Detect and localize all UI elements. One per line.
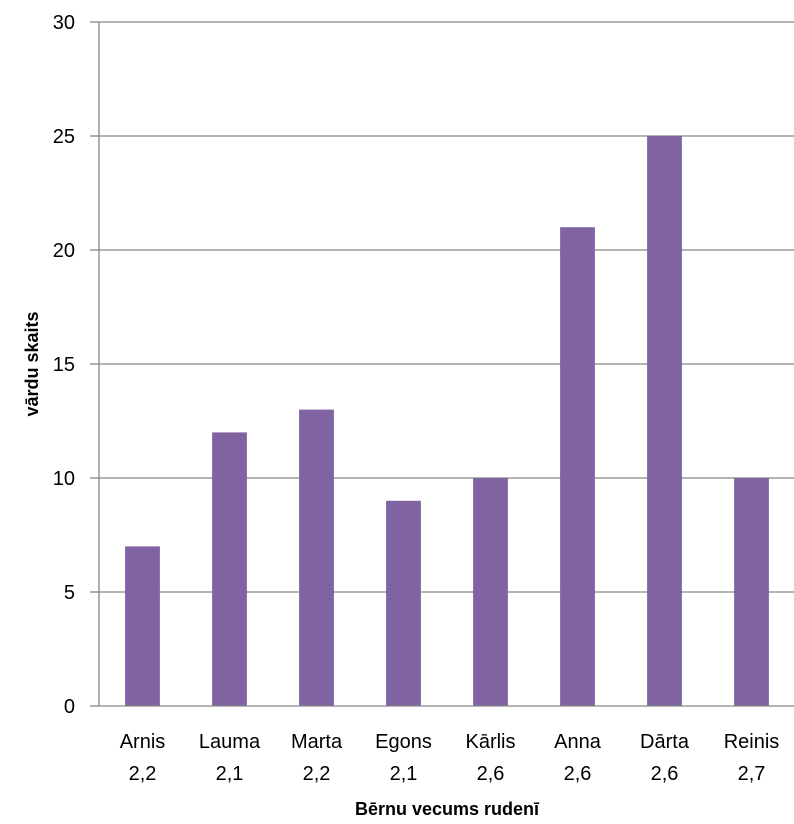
x-axis-title: Bērnu vecums rudenī <box>355 799 540 819</box>
x-tick-label-age: 2,6 <box>651 763 679 785</box>
x-tick-label-age: 2,7 <box>738 763 766 785</box>
x-tick-label-name: Lauma <box>199 731 261 753</box>
x-tick-label-name: Marta <box>291 731 343 753</box>
x-tick-label-age: 2,2 <box>129 763 157 785</box>
x-tick-labels: Arnis 2,2 Lauma 2,1 Marta 2,2 Egons 2,1 Kārlis 2,… <box>120 731 780 785</box>
y-tick-label: 10 <box>53 468 75 490</box>
bar <box>212 432 247 706</box>
x-tick-label-age: 2,6 <box>564 763 592 785</box>
x-tick-label-age: 2,1 <box>390 763 418 785</box>
x-tick-label-age: 2,1 <box>216 763 244 785</box>
bar <box>386 500 421 706</box>
bar <box>560 227 595 706</box>
x-tick-label-age: 2,6 <box>477 763 505 785</box>
x-tick-label-name: Reinis <box>724 731 780 753</box>
x-tick-label-name: Arnis <box>120 731 166 753</box>
bar <box>473 478 508 706</box>
x-tick-label-name: Egons <box>375 731 432 753</box>
x-tick-label-name: Kārlis <box>465 731 515 753</box>
axes <box>98 22 794 707</box>
x-tick-label-age: 2,2 <box>303 763 331 785</box>
bars <box>125 136 769 706</box>
x-tick-label-name: Dārta <box>640 731 690 753</box>
x-tick-label-name: Anna <box>554 731 602 753</box>
y-tick-labels: 0 5 10 15 20 25 30 <box>53 12 75 718</box>
y-tick-label: 30 <box>53 12 75 34</box>
y-tick-label: 0 <box>64 696 75 718</box>
bar <box>734 478 769 706</box>
bar <box>647 136 682 706</box>
gridlines <box>90 21 794 707</box>
y-tick-label: 15 <box>53 354 75 376</box>
bar <box>299 409 334 706</box>
y-tick-label: 5 <box>64 582 75 604</box>
y-tick-label: 25 <box>53 126 75 148</box>
y-tick-label: 20 <box>53 240 75 262</box>
bar <box>125 546 160 706</box>
y-axis-title: vārdu skaits <box>22 311 42 416</box>
